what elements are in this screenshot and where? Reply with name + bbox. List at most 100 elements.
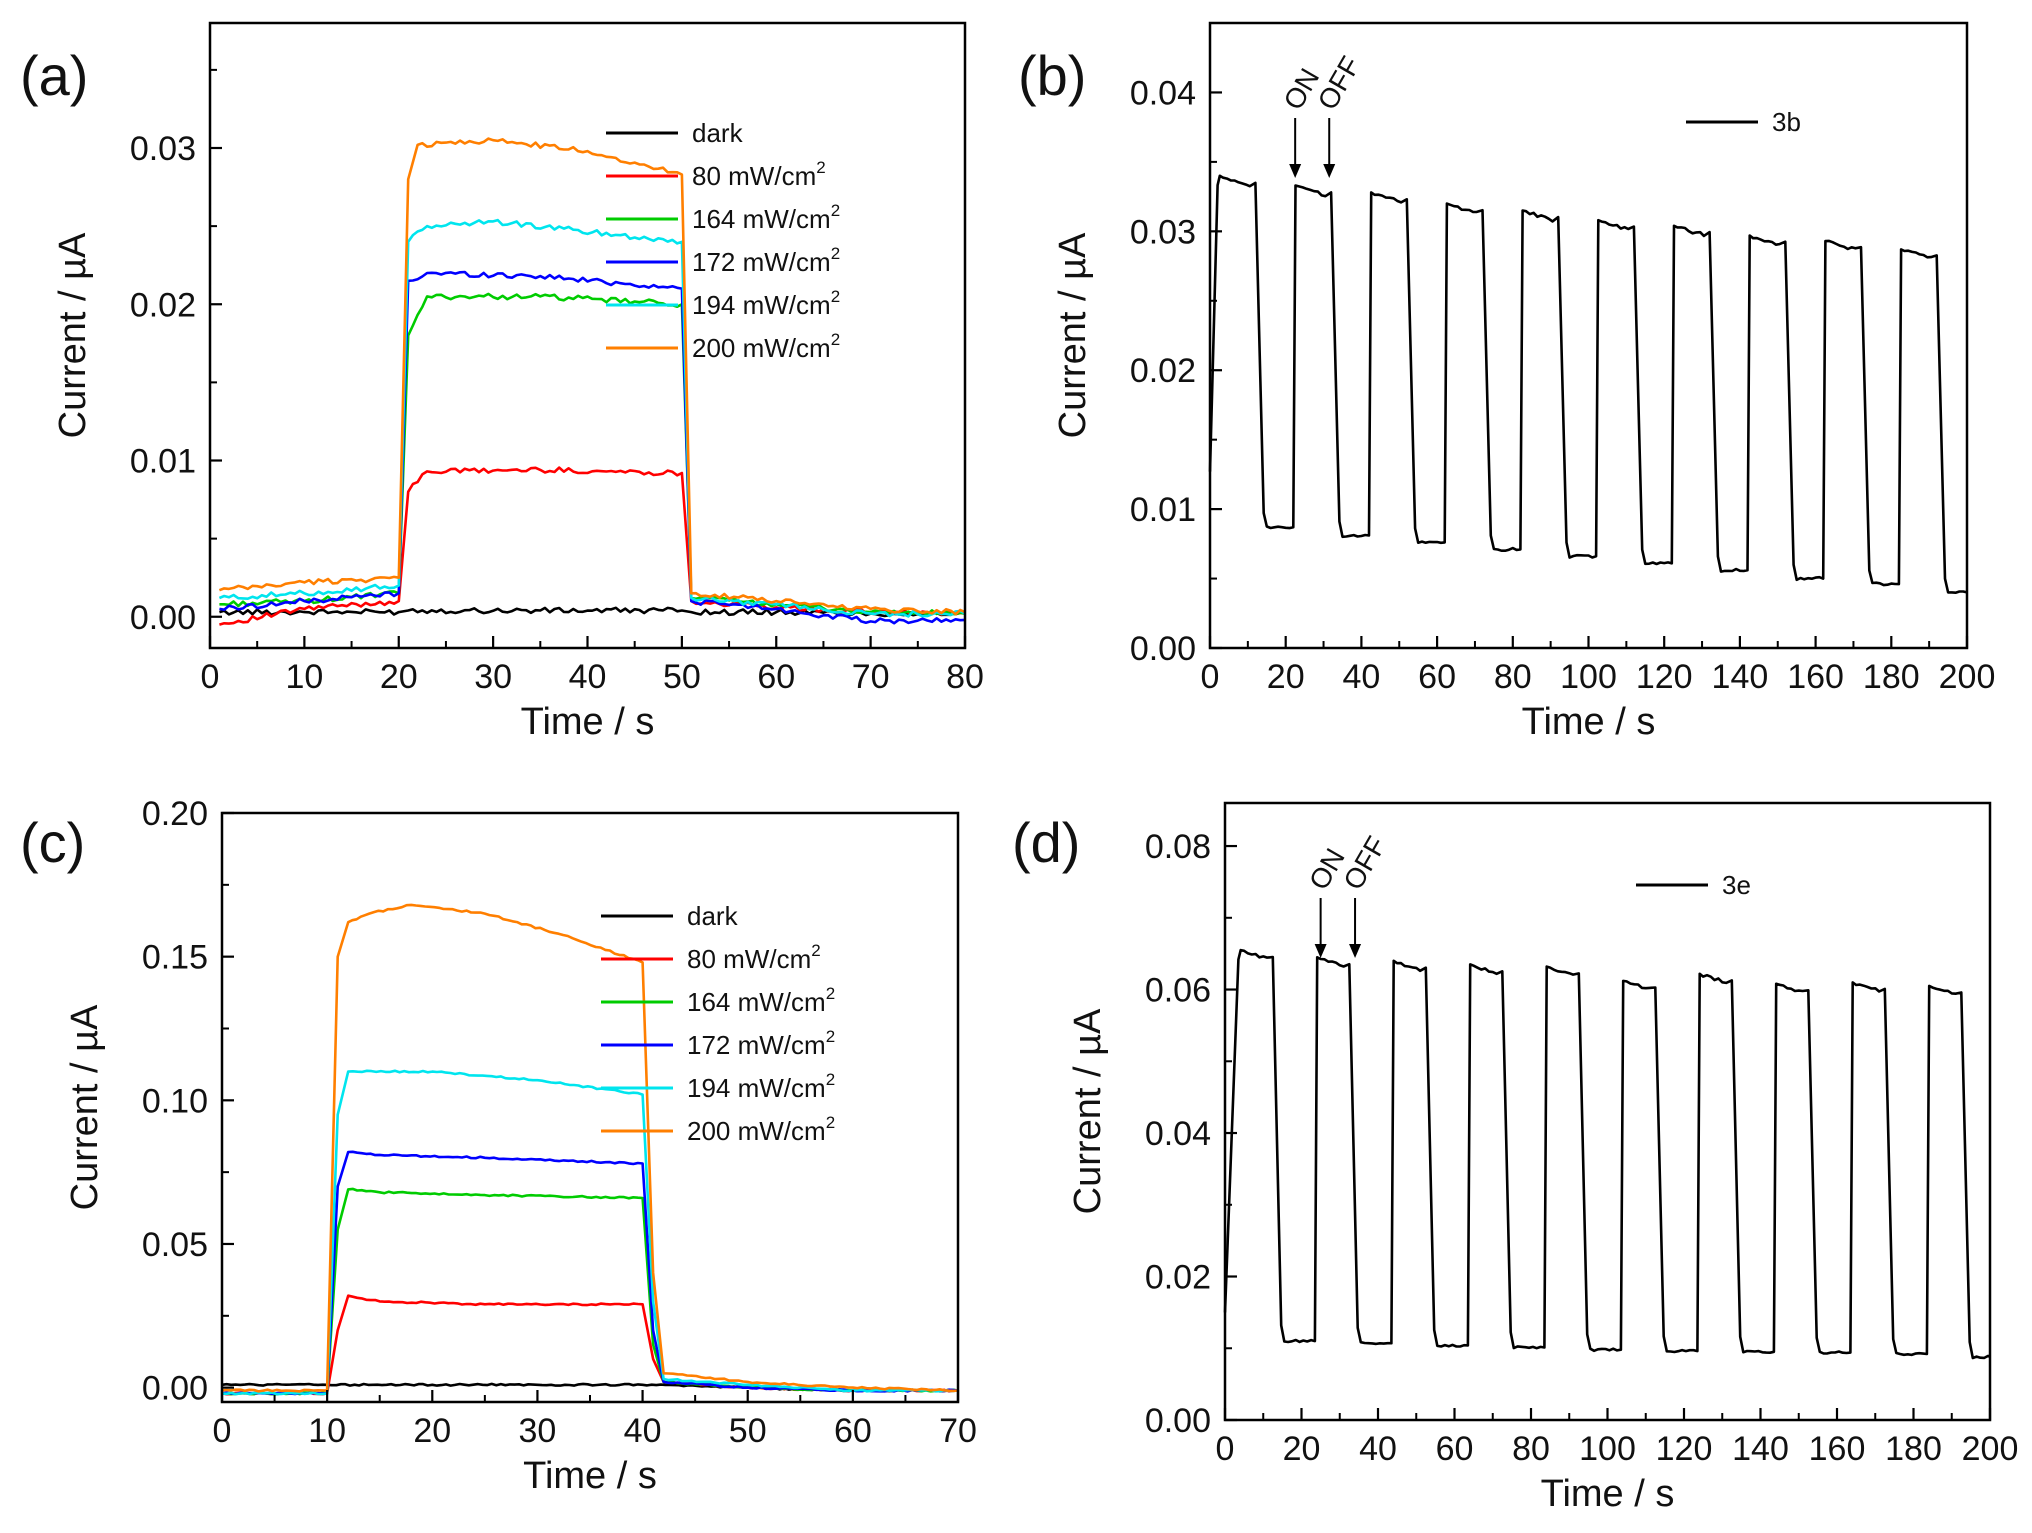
chart-a-y-tick-label-1: 0.01 bbox=[130, 443, 196, 481]
plot-b: 0 20 40 60 80 100 120 140 160 180 200 0.00 0.01 0.02 0… bbox=[1052, 21, 1996, 743]
chart-a-legend-label-2: 164 mW/cm2 bbox=[692, 201, 840, 234]
chart-c-y-tick-label-4: 0.20 bbox=[142, 795, 208, 833]
chart-a-legend-superscript-3: 2 bbox=[831, 244, 840, 263]
panel-d: (d) 0 20 40 60 80 100 120 140 160 180 2000.000.020… bbox=[1012, 801, 2018, 1515]
chart-a-legend-label-0: dark bbox=[692, 118, 744, 148]
chart-a-x-tick-label-2: 20 bbox=[380, 658, 418, 696]
chart-b-x-tick-label-3: 60 bbox=[1418, 658, 1456, 696]
chart-a-legend-superscript-1: 2 bbox=[816, 158, 825, 177]
chart-a-x-tick-label-8: 80 bbox=[946, 658, 984, 696]
chart-b-x-tick-label-5: 100 bbox=[1560, 658, 1617, 696]
chart-c-x-tick-label-1: 10 bbox=[308, 1412, 346, 1450]
chart-a-series-line-2 bbox=[219, 292, 966, 616]
chart-a-x-tick-label-6: 60 bbox=[757, 658, 795, 696]
chart-a-x-tick-label-0: 0 bbox=[201, 658, 220, 696]
chart-c-x-tick-label-2: 20 bbox=[413, 1412, 451, 1450]
chart-c-y-tick-label-3: 0.15 bbox=[142, 939, 208, 977]
chart-b-y-tick-label-0: 0.00 bbox=[1130, 630, 1196, 668]
chart-c-legend-superscript-2: 2 bbox=[826, 984, 835, 1003]
chart-a-legend-superscript-4: 2 bbox=[831, 287, 840, 306]
chart-d-y-tick-label-4: 0.08 bbox=[1145, 828, 1211, 866]
chart-d-off-arrowhead bbox=[1349, 944, 1362, 958]
chart-c-legend-superscript-4: 2 bbox=[826, 1070, 835, 1089]
chart-c-legend-superscript-1: 2 bbox=[811, 941, 820, 960]
chart-d-x-tick-label-0: 0 bbox=[1216, 1430, 1235, 1468]
chart-a-x-tick-label-4: 40 bbox=[569, 658, 607, 696]
chart-d-y-axis-title: Current / µA bbox=[1067, 1008, 1109, 1214]
chart-b-x-tick-label-9: 180 bbox=[1863, 658, 1920, 696]
chart-d-legend-label-0: 3e bbox=[1722, 870, 1751, 900]
chart-a-legend-label-1: 80 mW/cm2 bbox=[692, 158, 826, 191]
panel-a: (a) 0 10 20 30 40 50 60 70 80 0.00 0.01 0.02 0.03 Tim… bbox=[20, 21, 984, 743]
chart-c-x-tick-label-4: 40 bbox=[624, 1412, 662, 1450]
panel-b: (b) 0 20 40 60 80 100 120 140 160 180 2000.000.010… bbox=[1018, 21, 1996, 743]
chart-a-legend-superscript-2: 2 bbox=[831, 201, 840, 220]
chart-c-y-tick-label-1: 0.05 bbox=[142, 1226, 208, 1264]
chart-a-x-tick-label-3: 30 bbox=[474, 658, 512, 696]
panel-label-c: (c) bbox=[20, 811, 85, 874]
chart-b-series-line-0 bbox=[1208, 174, 1968, 595]
chart-b-y-tick-label-3: 0.03 bbox=[1130, 213, 1196, 251]
chart-a-legend-superscript-5: 2 bbox=[831, 330, 840, 349]
chart-a-legend-label-5: 200 mW/cm2 bbox=[692, 330, 840, 363]
chart-d-y-tick-label-3: 0.06 bbox=[1145, 972, 1211, 1010]
panel-label-a: (a) bbox=[20, 44, 88, 107]
chart-a-series-line-4 bbox=[218, 218, 966, 618]
chart-b-x-axis-title: Time / s bbox=[1522, 701, 1656, 743]
chart-c-y-axis-title: Current / µA bbox=[64, 1004, 106, 1210]
chart-c-x-tick-label-5: 50 bbox=[729, 1412, 767, 1450]
chart-c-x-tick-label-3: 30 bbox=[519, 1412, 557, 1450]
chart-c-y-tick-label-0: 0.00 bbox=[142, 1370, 208, 1408]
panel-c: (c) 0 10 20 30 40 50 60 70 0.00 0.05 0.10 0.15 0.20 T… bbox=[20, 795, 977, 1497]
chart-b-y-tick-label-2: 0.02 bbox=[1130, 352, 1196, 390]
chart-c-legend-label-3: 172 mW/cm2 bbox=[687, 1027, 835, 1060]
chart-d-on-arrowhead bbox=[1314, 944, 1327, 958]
chart-a-legend-label-4: 194 mW/cm2 bbox=[692, 287, 840, 320]
chart-b-x-tick-label-2: 40 bbox=[1342, 658, 1380, 696]
chart-d-y-tick-label-1: 0.02 bbox=[1145, 1259, 1211, 1297]
chart-b-x-tick-label-0: 0 bbox=[1201, 658, 1220, 696]
chart-b-y-tick-label-4: 0.04 bbox=[1130, 74, 1196, 112]
chart-d-x-tick-label-3: 60 bbox=[1436, 1430, 1474, 1468]
chart-c-series-line-5 bbox=[221, 903, 959, 1393]
chart-d-plot-frame bbox=[1223, 801, 1992, 1422]
chart-a-x-axis-title: Time / s bbox=[521, 701, 655, 743]
chart-c-series-line-4 bbox=[221, 1069, 959, 1396]
panel-label-b: (b) bbox=[1018, 44, 1086, 107]
chart-d-x-tick-label-5: 100 bbox=[1579, 1430, 1636, 1468]
chart-d-x-tick-label-6: 120 bbox=[1656, 1430, 1713, 1468]
chart-b-x-tick-label-8: 160 bbox=[1787, 658, 1844, 696]
chart-c-legend-label-5: 200 mW/cm2 bbox=[687, 1113, 835, 1146]
chart-c-legend-superscript-5: 2 bbox=[826, 1113, 835, 1132]
chart-a-x-tick-label-1: 10 bbox=[285, 658, 323, 696]
chart-c-legend-label-1: 80 mW/cm2 bbox=[687, 941, 821, 974]
chart-d-x-tick-label-9: 180 bbox=[1885, 1430, 1942, 1468]
chart-d-x-tick-label-7: 140 bbox=[1732, 1430, 1789, 1468]
plot-a: 0 10 20 30 40 50 60 70 80 0.00 0.01 0.02 0.03 Time / … bbox=[52, 21, 984, 743]
chart-c-legend-superscript-3: 2 bbox=[826, 1027, 835, 1046]
chart-b-y-axis-title: Current / µA bbox=[1052, 232, 1094, 438]
chart-d-x-tick-label-2: 40 bbox=[1359, 1430, 1397, 1468]
chart-a-legend-label-3: 172 mW/cm2 bbox=[692, 244, 840, 277]
chart-b-x-tick-label-1: 20 bbox=[1267, 658, 1305, 696]
chart-a-y-tick-label-0: 0.00 bbox=[130, 599, 196, 637]
chart-c-x-tick-label-0: 0 bbox=[213, 1412, 232, 1450]
chart-b-x-tick-label-7: 140 bbox=[1712, 658, 1769, 696]
chart-b-x-tick-label-10: 200 bbox=[1939, 658, 1996, 696]
chart-d-x-tick-label-4: 80 bbox=[1512, 1430, 1550, 1468]
chart-a-x-tick-label-7: 70 bbox=[852, 658, 890, 696]
plot-d: 0 20 40 60 80 100 120 140 160 180 200 0.00 0.02 0.04 0… bbox=[1067, 801, 2018, 1515]
plot-c: 0 10 20 30 40 50 60 70 0.00 0.05 0.10 0.15 0.20 Time … bbox=[64, 795, 977, 1497]
chart-b-on-arrowhead bbox=[1289, 164, 1302, 178]
chart-c-y-tick-label-2: 0.10 bbox=[142, 1082, 208, 1120]
chart-d-x-tick-label-8: 160 bbox=[1809, 1430, 1866, 1468]
chart-c-legend-label-4: 194 mW/cm2 bbox=[687, 1070, 835, 1103]
chart-d-series-line-0 bbox=[1223, 948, 1991, 1360]
panel-label-d: (d) bbox=[1012, 811, 1080, 874]
chart-c-x-tick-label-6: 60 bbox=[834, 1412, 872, 1450]
chart-a-y-tick-label-3: 0.03 bbox=[130, 130, 196, 168]
chart-b-y-tick-label-1: 0.01 bbox=[1130, 491, 1196, 529]
chart-c-legend-label-0: dark bbox=[687, 901, 739, 931]
chart-d-y-tick-label-2: 0.04 bbox=[1145, 1115, 1211, 1153]
